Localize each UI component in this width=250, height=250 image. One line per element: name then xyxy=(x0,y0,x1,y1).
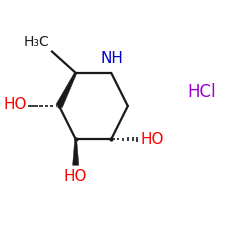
Text: H₃C: H₃C xyxy=(24,35,50,49)
Polygon shape xyxy=(72,139,79,165)
Text: HO: HO xyxy=(4,97,27,112)
Text: HO: HO xyxy=(141,132,164,147)
Text: HO: HO xyxy=(64,169,88,184)
Text: NH: NH xyxy=(101,51,124,66)
Text: HCl: HCl xyxy=(187,83,216,101)
Polygon shape xyxy=(56,72,77,108)
